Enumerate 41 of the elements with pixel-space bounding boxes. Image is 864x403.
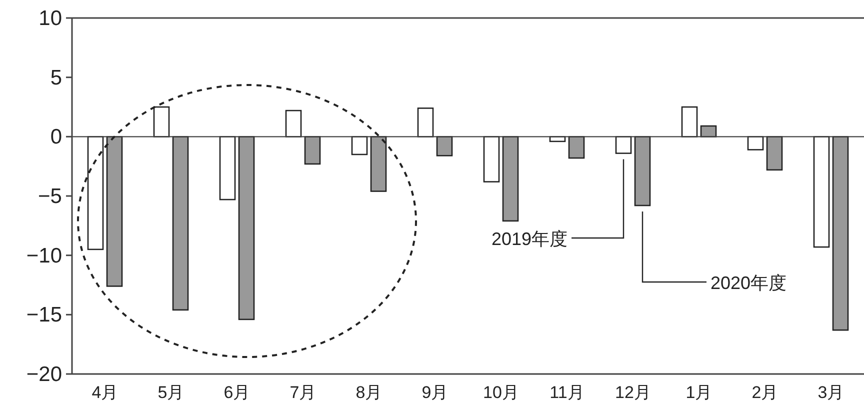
y-tick-label: −10 (26, 244, 62, 268)
bar (832, 136, 849, 331)
x-tick-label: 8月 (356, 383, 382, 402)
x-tick-label: 10月 (483, 383, 519, 402)
x-tick-label: 7月 (290, 383, 316, 402)
x-tick-label: 2月 (752, 383, 778, 402)
x-tick-label: 6月 (224, 383, 250, 402)
y-tick-label: 0 (50, 126, 62, 149)
bar (87, 136, 104, 250)
bar (172, 136, 189, 311)
y-tick-label: −15 (26, 304, 62, 327)
bar (370, 136, 387, 192)
y-tick-label: −20 (26, 363, 62, 386)
bar (153, 106, 170, 138)
bar (747, 136, 764, 150)
bar (634, 136, 651, 206)
x-tick-label: 12月 (615, 383, 651, 402)
y-tick-label: 10 (38, 7, 62, 30)
bar (615, 136, 632, 154)
x-tick-label: 1月 (686, 383, 712, 402)
bar (106, 136, 123, 287)
y-tick-label: −5 (38, 185, 62, 208)
bar (238, 136, 255, 320)
x-tick-label: 9月 (422, 383, 448, 402)
x-tick-label: 11月 (550, 383, 584, 402)
bar (681, 106, 698, 138)
bar (568, 136, 585, 159)
bar (813, 136, 830, 248)
bar (285, 110, 302, 138)
bar (436, 136, 453, 156)
x-tick-label: 5月 (158, 383, 184, 402)
bar (417, 108, 434, 138)
bar (483, 136, 500, 182)
bar (219, 136, 236, 200)
x-tick-label: 4月 (92, 383, 118, 402)
bar (502, 136, 519, 222)
x-tick-label: 3月 (818, 383, 844, 402)
bar (304, 136, 321, 165)
bar (766, 136, 783, 171)
y-tick-label: 5 (50, 66, 62, 90)
bar (351, 136, 368, 156)
